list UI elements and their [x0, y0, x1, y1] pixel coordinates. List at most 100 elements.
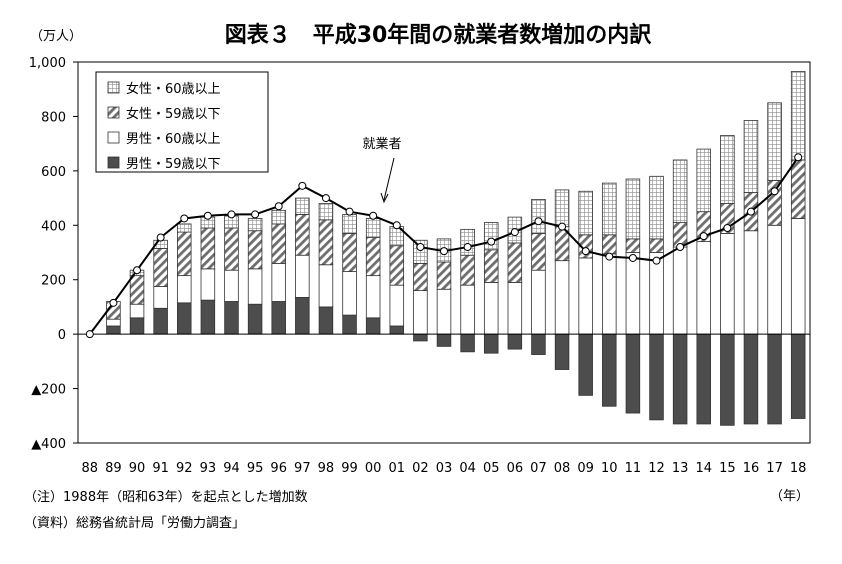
x-tick-label: 07	[530, 461, 547, 476]
bar-segment	[790, 333, 806, 419]
x-tick-label: 11	[625, 461, 642, 476]
x-tick-label: 89	[105, 461, 122, 476]
bar-segment	[389, 245, 405, 286]
bar-segment	[389, 284, 405, 327]
bar-segment	[720, 233, 735, 335]
y-axis-unit: （万人）	[30, 29, 82, 44]
line-marker	[392, 221, 401, 230]
legend-label: 女性・59歳以下	[126, 106, 221, 122]
bar-segment	[129, 317, 145, 335]
legend-label: 男性・59歳以下	[126, 157, 221, 172]
line-marker	[605, 252, 614, 261]
line-marker	[133, 266, 142, 275]
x-tick-label: 16	[743, 461, 760, 476]
bar-segment	[483, 282, 499, 335]
bar-segment	[578, 190, 593, 236]
line-annotation: 就業者	[362, 136, 401, 152]
x-tick-label: 17	[766, 461, 783, 476]
bar-segment	[483, 333, 499, 354]
bar-segment	[672, 159, 688, 223]
legend-swatch	[107, 131, 120, 144]
bar-segment	[790, 218, 806, 335]
bar-segment	[106, 318, 121, 327]
line-marker	[628, 253, 637, 262]
line-marker	[581, 247, 590, 256]
legend-swatch	[107, 81, 120, 94]
bar-segment	[790, 159, 806, 219]
x-tick-label: 88	[82, 461, 99, 476]
bar-segment	[578, 257, 593, 335]
plot-frame	[77, 61, 811, 444]
bar-segment	[436, 288, 452, 335]
x-tick-label: 00	[365, 461, 382, 476]
bar-segment	[649, 238, 664, 253]
x-tick-label: 14	[695, 461, 712, 476]
line-marker	[227, 210, 236, 219]
y-tick-label: 200	[41, 274, 66, 289]
bar-segment	[153, 248, 168, 287]
bar-segment	[413, 290, 428, 335]
x-tick-label: 90	[129, 461, 146, 476]
bar-segment	[507, 242, 523, 283]
bar-segment	[318, 219, 334, 266]
bar-segment	[271, 262, 286, 302]
bar-segment	[554, 333, 570, 370]
x-tick-label: 08	[554, 461, 571, 476]
x-tick-label: 97	[294, 461, 311, 476]
bar-segment	[318, 203, 334, 221]
annotation-arrow-head	[380, 192, 389, 204]
bar-segment	[460, 228, 475, 256]
bar-segment	[602, 333, 617, 407]
bar-segment	[483, 249, 499, 283]
bar-segment	[767, 224, 782, 335]
bar-segment	[696, 333, 711, 425]
line-marker	[794, 153, 803, 162]
note-text: （注）1988年（昭和63年）を起点とした増加数	[24, 490, 308, 505]
x-tick-label: 91	[152, 461, 169, 476]
bar-segment	[531, 199, 546, 234]
line-marker	[345, 207, 354, 216]
bar-segment	[696, 148, 711, 213]
x-tick-label: 18	[790, 461, 807, 476]
bar-segment	[625, 178, 641, 240]
line-marker	[676, 243, 685, 252]
line-marker	[156, 233, 165, 242]
source-text: （資料）総務省統計局「労働力調査」	[24, 516, 246, 531]
x-tick-label: 95	[247, 461, 264, 476]
x-tick-label: 09	[577, 461, 594, 476]
line-marker	[180, 214, 189, 223]
bar-segment	[720, 135, 735, 204]
x-tick-label: 99	[341, 461, 358, 476]
x-tick-label: 05	[483, 461, 500, 476]
bar-segment	[602, 234, 617, 255]
bar-segment	[460, 333, 475, 353]
bar-segment	[177, 223, 192, 233]
line-marker	[652, 256, 661, 265]
line-marker	[85, 330, 94, 339]
line-marker	[770, 187, 779, 196]
line-marker	[440, 247, 448, 256]
bar-segment	[531, 269, 546, 335]
bar-segment	[318, 306, 334, 335]
y-tick-label: ▲400	[31, 437, 66, 452]
bar-segment	[271, 301, 286, 335]
bar-segment	[177, 231, 192, 277]
x-tick-label: 13	[672, 461, 689, 476]
bar-segment	[295, 197, 310, 215]
y-tick-label: 800	[41, 110, 66, 125]
bar-segment	[413, 262, 428, 291]
x-tick-label: 98	[318, 461, 335, 476]
bar-segment	[436, 333, 452, 347]
bar-segment	[672, 246, 688, 335]
bar-segment	[767, 333, 782, 425]
x-tick-label: 94	[223, 461, 240, 476]
x-tick-label: 92	[176, 461, 193, 476]
bar-segment	[295, 213, 310, 256]
x-tick-label: 02	[412, 461, 429, 476]
bar-segment	[696, 241, 711, 335]
line-marker	[321, 194, 330, 203]
x-tick-label: 01	[389, 461, 406, 476]
bar-segment	[602, 253, 617, 335]
bar-segment	[554, 260, 570, 335]
